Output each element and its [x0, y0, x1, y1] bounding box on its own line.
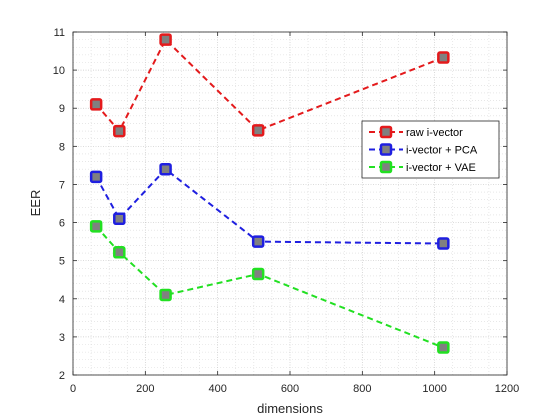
y-tick-label: 9: [59, 103, 65, 115]
data-point: [159, 162, 172, 176]
y-tick-label: 7: [59, 179, 65, 191]
y-tick-label: 3: [59, 332, 65, 344]
x-tick-label: 1200: [495, 383, 519, 395]
legend-item: i-vector + PCA: [369, 143, 478, 157]
data-point: [89, 98, 103, 111]
x-tick-label: 200: [136, 383, 154, 395]
legend-marker: [379, 143, 393, 156]
y-axis: 2 3 4 5 6 7 8 9 10 11: [53, 27, 507, 382]
y-tick-label: 8: [59, 141, 65, 153]
y-tick-label: 5: [59, 256, 65, 268]
legend-label: raw i-vector: [406, 127, 463, 139]
legend-label: i-vector + VAE: [406, 162, 476, 174]
series-3: [89, 220, 450, 354]
legend-marker: [379, 125, 393, 139]
legend: raw i-vector i-vector + PCA i-vector + VAE: [361, 120, 500, 179]
legend-label: i-vector + PCA: [406, 145, 478, 157]
series-2: [89, 162, 450, 250]
legend-item: i-vector + VAE: [369, 160, 476, 174]
data-point: [251, 235, 265, 248]
series-layer: [89, 33, 450, 354]
y-tick-label: 4: [59, 294, 65, 306]
x-axis-label: dimensions: [257, 401, 323, 416]
y-tick-label: 6: [59, 218, 65, 230]
data-point: [437, 51, 450, 64]
legend-marker: [379, 160, 393, 174]
series-line: [95, 37, 444, 133]
data-point: [89, 170, 103, 184]
data-point: [113, 246, 126, 259]
x-axis: 0 200 400 600 800 1000 1200: [70, 32, 519, 395]
data-point: [159, 288, 172, 302]
series-1: [89, 33, 450, 138]
data-point: [437, 237, 450, 250]
data-point: [159, 33, 172, 46]
data-point: [113, 212, 126, 225]
plot-area: [73, 32, 507, 375]
x-tick-label: 1000: [422, 383, 446, 395]
data-point: [437, 341, 450, 354]
legend-item: raw i-vector: [369, 125, 463, 139]
data-point: [251, 267, 265, 281]
data-point: [251, 124, 265, 137]
x-tick-label: 800: [353, 383, 371, 395]
x-tick-label: 400: [208, 383, 226, 395]
y-axis-label: EER: [28, 190, 43, 217]
data-point: [113, 124, 126, 138]
data-point: [89, 220, 103, 233]
series-line: [95, 225, 444, 349]
x-tick-label: 0: [70, 383, 76, 395]
y-tick-label: 2: [59, 370, 65, 382]
y-tick-label: 10: [53, 65, 65, 77]
y-tick-label: 11: [54, 27, 65, 39]
x-tick-label: 600: [281, 383, 299, 395]
